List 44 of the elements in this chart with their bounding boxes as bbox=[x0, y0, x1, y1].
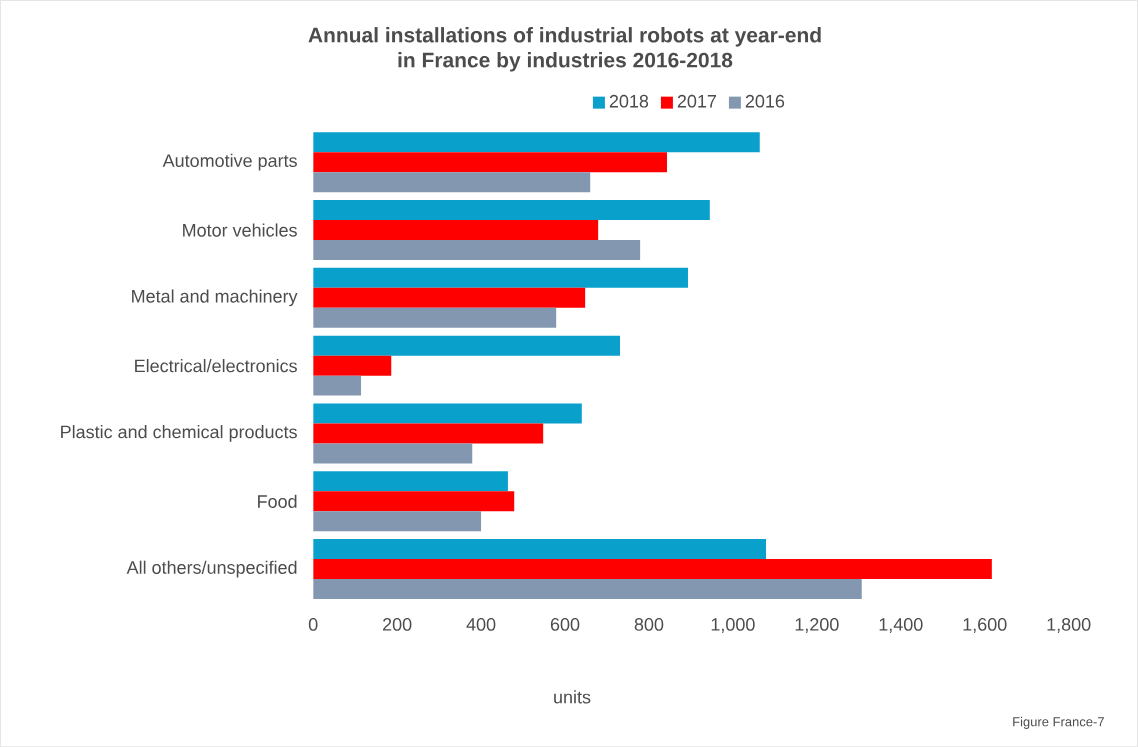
y-tick-label: Motor vehicles bbox=[183, 223, 297, 237]
bar bbox=[313, 511, 482, 532]
bar bbox=[313, 538, 767, 559]
bar bbox=[313, 172, 591, 193]
legend-label: 2017 bbox=[677, 94, 716, 108]
x-tick-label: 800 bbox=[634, 617, 664, 631]
x-tick-label: 1,200 bbox=[795, 617, 839, 633]
x-tick-label: 1,600 bbox=[963, 617, 1007, 633]
bar bbox=[313, 471, 508, 492]
x-tick-label: 1,400 bbox=[879, 617, 923, 633]
bar bbox=[313, 219, 599, 240]
bar bbox=[313, 443, 473, 464]
bar bbox=[313, 287, 586, 308]
bar bbox=[313, 335, 620, 356]
y-tick-label: Electrical/electronics bbox=[135, 358, 297, 373]
bar bbox=[313, 239, 641, 260]
x-tick-label: 400 bbox=[466, 617, 496, 631]
bar bbox=[313, 355, 392, 376]
bar bbox=[313, 307, 557, 328]
x-tick-label: 200 bbox=[383, 617, 412, 631]
y-tick-label: Plastic and chemical products bbox=[61, 424, 297, 442]
x-tick-label: 1,000 bbox=[711, 617, 755, 633]
x-tick-label: 600 bbox=[550, 617, 580, 631]
x-axis-title: units bbox=[554, 690, 591, 704]
bar bbox=[313, 132, 760, 153]
x-tick-label: 1,800 bbox=[1047, 617, 1091, 633]
bar bbox=[313, 267, 688, 288]
y-tick-label: Metal and machinery bbox=[132, 289, 298, 307]
chart-title: Annual installations of industrial robots at year-end in France by industries 2016-2018 bbox=[308, 26, 821, 72]
bar bbox=[313, 578, 862, 599]
bar bbox=[313, 491, 515, 512]
text: Figure France-7 bbox=[1013, 716, 1104, 729]
bar bbox=[313, 152, 667, 173]
bar bbox=[313, 558, 992, 579]
bar bbox=[313, 375, 362, 396]
y-tick-label: Automotive parts bbox=[162, 153, 297, 171]
legend-label: 2018 bbox=[609, 94, 649, 108]
bar bbox=[313, 199, 710, 220]
y-tick-label: Food bbox=[258, 494, 297, 508]
bar bbox=[313, 423, 544, 444]
legend-label: 2016 bbox=[745, 94, 785, 108]
x-tick-label: 0 bbox=[308, 617, 318, 631]
bar bbox=[313, 403, 582, 424]
y-tick-label: All others/unspecified bbox=[126, 560, 297, 578]
